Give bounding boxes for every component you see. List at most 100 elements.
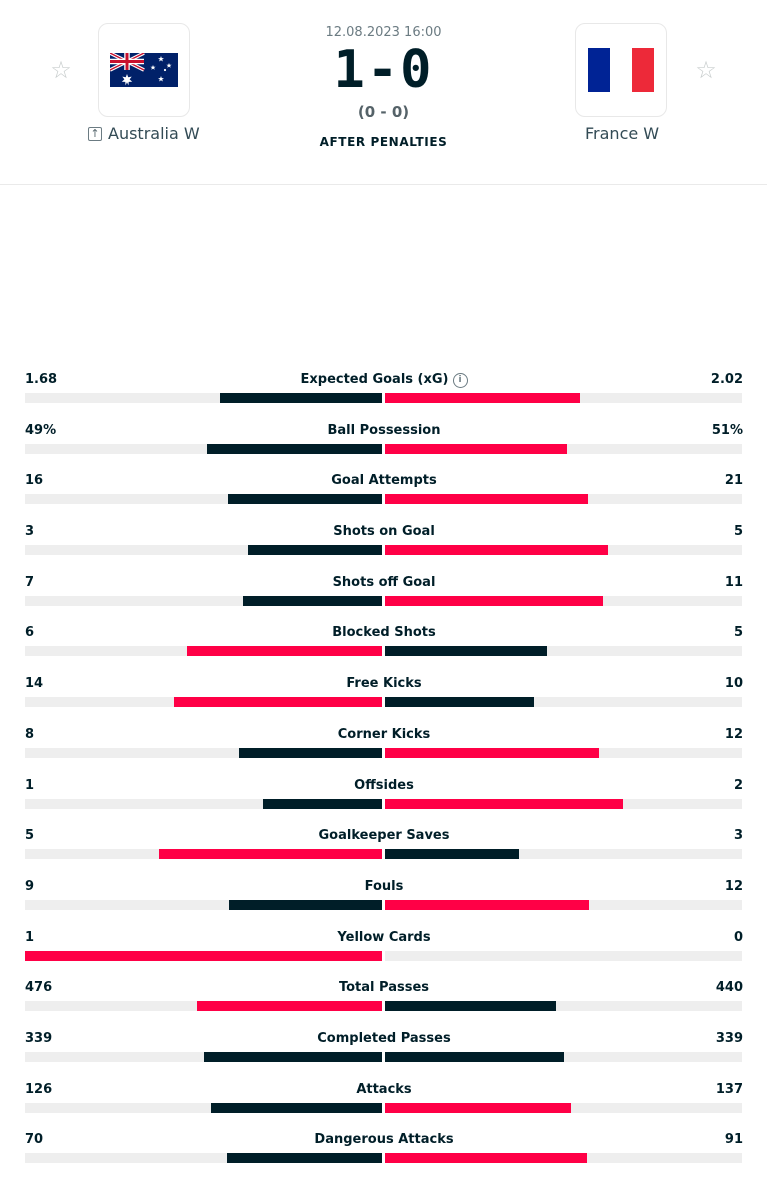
- match-datetime: 12.08.2023 16:00: [325, 25, 442, 40]
- stat-row: 8 Corner Kicks 12: [25, 726, 743, 777]
- stat-home-value: 9: [25, 878, 35, 894]
- stat-away-value: 91: [724, 1132, 743, 1148]
- stat-label: Total Passes: [25, 979, 743, 997]
- stat-label: Fouls: [25, 878, 743, 896]
- stat-away-value: 137: [715, 1081, 743, 1097]
- home-bar-fill: [226, 1153, 382, 1164]
- stat-row: 70 Dangerous Attacks 91: [25, 1131, 743, 1182]
- stat-label: Shots off Goal: [25, 574, 743, 592]
- stat-label-text: Goalkeeper Saves: [318, 828, 450, 844]
- stat-label: Goal Attempts: [25, 472, 743, 490]
- stat-label: Ball Possession: [25, 422, 743, 440]
- match-header: ☆ ↑ Australia W 12.08.2023 16:00 1-0 (0 …: [0, 0, 767, 185]
- stat-row: 14 Free Kicks 10: [25, 675, 743, 726]
- home-bar-track: [25, 849, 382, 860]
- stat-label: Expected Goals (xG) i: [25, 371, 743, 389]
- stat-label: Offsides: [25, 777, 743, 795]
- home-bar-track: [25, 950, 382, 961]
- home-bar-track: [25, 1001, 382, 1012]
- home-team-logo[interactable]: [98, 23, 190, 117]
- home-bar-fill: [248, 545, 382, 556]
- stat-row: 3 Shots on Goal 5: [25, 523, 743, 574]
- home-bar-fill: [158, 849, 382, 860]
- home-bar-track: [25, 1153, 382, 1164]
- away-bar-fill: [385, 1153, 587, 1164]
- home-bar-fill: [203, 1051, 382, 1062]
- stat-label-text: Total Passes: [338, 980, 430, 996]
- stat-home-value: 8: [25, 726, 35, 742]
- stat-away-value: 2.02: [710, 372, 743, 387]
- stat-label-text: Offsides: [354, 777, 414, 793]
- stat-label-text: Ball Possession: [327, 422, 441, 438]
- favorite-away-star-icon[interactable]: ☆: [695, 56, 717, 84]
- home-bar-track: [25, 443, 382, 454]
- info-icon[interactable]: i: [452, 373, 468, 388]
- stat-label-text: Shots off Goal: [332, 574, 436, 590]
- away-bar-fill: [385, 798, 623, 809]
- away-bar-track: [385, 899, 742, 910]
- stat-row: 126 Attacks 137: [25, 1081, 743, 1132]
- stat-row: 1.68 Expected Goals (xG) i 2.02: [25, 371, 743, 422]
- stat-away-value: 339: [715, 1030, 743, 1046]
- stat-label-text: Expected Goals (xG): [300, 372, 449, 387]
- stat-label-text: Corner Kicks: [337, 726, 431, 742]
- away-bar-track: [385, 1051, 742, 1062]
- stat-label: Yellow Cards: [25, 929, 743, 947]
- home-bar-fill: [229, 899, 382, 910]
- stat-away-value: 5: [733, 625, 743, 641]
- stat-home-value: 7: [25, 574, 35, 590]
- stat-home-value: 476: [25, 980, 53, 996]
- away-team[interactable]: France W: [585, 124, 659, 143]
- away-team-logo[interactable]: [575, 23, 667, 117]
- stat-label-text: Completed Passes: [317, 1030, 451, 1046]
- statistics-list: 1.68 Expected Goals (xG) i 2.02 49% Ball Poss…: [25, 371, 743, 1182]
- stat-away-value: 5: [733, 524, 743, 540]
- stat-row: 476 Total Passes 440: [25, 979, 743, 1030]
- stat-away-value: 2: [733, 777, 743, 793]
- home-team-name[interactable]: Australia W: [108, 124, 200, 143]
- stat-label-text: Shots on Goal: [333, 524, 435, 540]
- stat-row: 5 Goalkeeper Saves 3: [25, 827, 743, 878]
- stat-row: 9 Fouls 12: [25, 878, 743, 929]
- stat-label: Shots on Goal: [25, 523, 743, 541]
- stat-away-value: 440: [715, 980, 743, 996]
- away-bar-fill: [385, 393, 580, 403]
- home-bar-fill: [187, 646, 382, 657]
- stat-home-value: 70: [25, 1132, 44, 1148]
- away-bar-track: [385, 443, 742, 454]
- stat-label-text: Fouls: [364, 878, 404, 894]
- stat-away-value: 51%: [711, 422, 743, 438]
- stat-label: Dangerous Attacks: [25, 1131, 743, 1149]
- home-bar-track: [25, 798, 382, 809]
- away-bar-fill: [385, 443, 568, 454]
- stat-row: 6 Blocked Shots 5: [25, 624, 743, 675]
- stat-label-text: Goal Attempts: [331, 473, 437, 489]
- away-bar-fill: [385, 545, 609, 556]
- stat-label: Goalkeeper Saves: [25, 827, 743, 845]
- home-team[interactable]: ↑ Australia W: [88, 124, 200, 143]
- stat-label-text: Free Kicks: [346, 676, 422, 692]
- away-bar-track: [385, 494, 742, 505]
- home-bar-fill: [25, 950, 382, 961]
- home-bar-track: [25, 697, 382, 708]
- stat-row: 339 Completed Passes 339: [25, 1030, 743, 1081]
- favorite-home-star-icon[interactable]: ☆: [50, 56, 72, 84]
- stat-home-value: 5: [25, 828, 35, 844]
- stat-home-value: 16: [25, 473, 44, 489]
- stat-away-value: 12: [724, 878, 743, 894]
- home-bar-track: [25, 646, 382, 657]
- stat-label: Corner Kicks: [25, 726, 743, 744]
- home-bar-fill: [196, 1001, 382, 1012]
- stat-label-text: Blocked Shots: [332, 625, 436, 641]
- home-bar-fill: [227, 494, 382, 505]
- away-bar-track: [385, 1102, 742, 1113]
- stat-home-value: 3: [25, 524, 35, 540]
- stat-away-value: 3: [733, 828, 743, 844]
- stat-home-value: 1: [25, 929, 35, 945]
- stat-label-text: Dangerous Attacks: [314, 1132, 454, 1148]
- match-status: AFTER PENALTIES: [319, 135, 448, 149]
- away-team-name[interactable]: France W: [585, 124, 660, 143]
- away-bar-track: [385, 798, 742, 809]
- away-bar-fill: [385, 646, 548, 657]
- stat-home-value: 6: [25, 625, 35, 641]
